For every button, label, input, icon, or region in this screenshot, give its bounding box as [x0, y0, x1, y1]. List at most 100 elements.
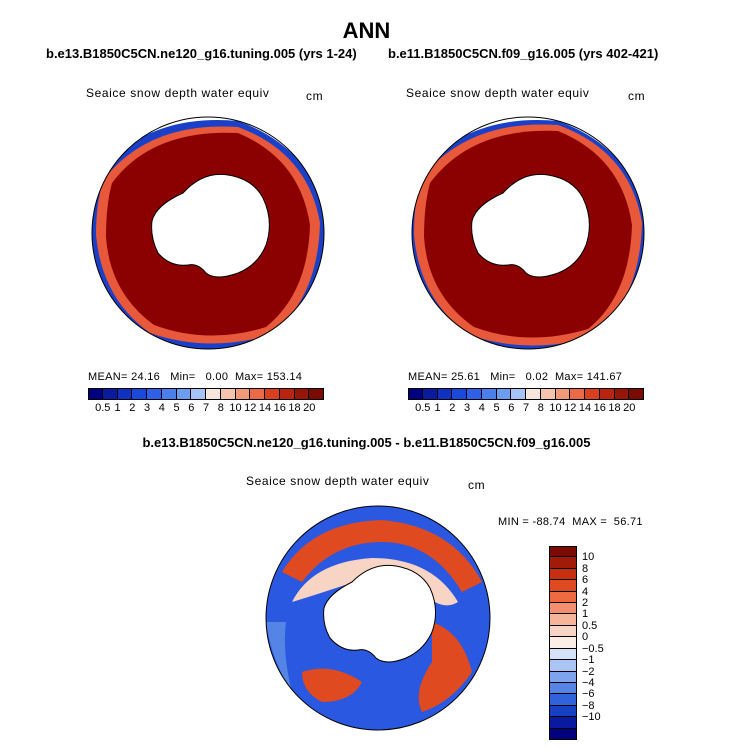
diff-min-label: MIN = — [498, 516, 530, 528]
diff-title: b.e13.B1850C5CN.ne120_g16.tuning.005 - b… — [142, 435, 591, 450]
panel-1-colorbar-tick-label: 12 — [244, 402, 257, 414]
diff-colorbar-tick-label: −4 — [582, 676, 595, 689]
diff-colorbar-tick-label: −10 — [582, 711, 601, 724]
diff-colorbar-swatch — [549, 580, 577, 592]
panel-2-colorbar-tick-label: 10 — [549, 402, 562, 414]
panel-2-colorbar-labels: 0.5 1 2 3 4 5 6 7 8 10 12 14 16 18 20 — [408, 402, 644, 416]
panel-2-colorbar-swatch — [585, 388, 600, 400]
panel-1-colorbar-swatch — [235, 388, 251, 400]
panel-1-colorbar-tick-label: 3 — [143, 402, 151, 414]
diff-units-label: cm — [468, 478, 486, 492]
diff-colorbar-swatch — [549, 603, 577, 615]
panel-2-mean-value: 25.61 — [451, 371, 481, 383]
panel-1-mean-label: MEAN= — [88, 371, 128, 383]
panel-2-colorbar-tick-label: 2 — [449, 402, 456, 414]
diff-max-value: 56.71 — [613, 516, 643, 528]
panel-2-colorbar-swatch — [614, 388, 630, 400]
diff-max-label: MAX = — [572, 516, 608, 528]
panel-2-max-value: 141.67 — [586, 371, 623, 383]
panel-1-colorbar-tick-label: 2 — [129, 402, 136, 414]
panel-1-case-title: b.e13.B1850C5CN.ne120_g16.tuning.005 (yr… — [46, 46, 357, 61]
panel-1-colorbar-swatch — [132, 388, 147, 400]
diff-colorbar-tick-label: 0.5 — [582, 619, 598, 632]
diff-colorbar-swatch — [549, 694, 577, 706]
panel-2-colorbar-tick-label: 7 — [522, 402, 530, 414]
panel-1-colorbar-tick-label: 1 — [114, 402, 121, 414]
diff-colorbar-swatch — [549, 660, 577, 672]
panel-2-colorbar-swatch — [511, 388, 526, 400]
panel-1-colorbar-swatch — [88, 388, 103, 400]
panel-2-colorbar-swatch — [467, 388, 482, 400]
panel-2-colorbar-tick-label: 4 — [478, 402, 485, 414]
diff-colorbar-tick-label: 8 — [582, 562, 589, 575]
diff-colorbar-labels: 10 8 6 4 2 1 0.5 0 −0.5 −1 −2 −4 −6 −8 −10 — [582, 546, 632, 740]
diff-colorbar-swatch — [549, 614, 577, 626]
panel-2-colorbar-tick-label: 12 — [564, 402, 577, 414]
diff-stats: MIN = -88.74 MAX = 56.71 — [498, 516, 643, 528]
panel-1-colorbar-swatch — [206, 388, 221, 400]
diff-colorbar-tick-label: −2 — [582, 665, 595, 678]
diff-colorbar-swatch — [549, 557, 577, 569]
diff-colorbar-swatch — [549, 648, 577, 661]
panel-2-colorbar-tick-label: 8 — [537, 402, 544, 414]
diff-colorbar-tick-label: 0 — [582, 631, 589, 644]
diff-colorbar-tick-label: 4 — [582, 585, 589, 598]
panel-2-min-label: Min= — [490, 371, 516, 383]
panel-2-variable-label: Seaice snow depth water equiv — [406, 86, 590, 100]
panel-1-max-value: 153.14 — [266, 371, 303, 383]
diff-map — [265, 505, 491, 731]
diff-colorbar-swatch — [549, 671, 577, 683]
panel-1-colorbar-tick-label: 10 — [229, 402, 242, 414]
panel-1-colorbar-tick-label: 14 — [258, 402, 272, 414]
panel-2-colorbar-swatch — [408, 388, 423, 400]
diff-colorbar-tick-label: 6 — [582, 574, 589, 587]
diff-colorbar-swatch — [549, 682, 577, 695]
panel-2-max-label: Max= — [554, 371, 584, 383]
panel-1-colorbar-swatch — [176, 388, 192, 400]
panel-1-min-label: Min= — [170, 371, 196, 383]
panel-2-map — [411, 116, 645, 350]
panel-1-min-value: 0.00 — [205, 371, 229, 383]
diff-colorbar-tick-label: −6 — [582, 688, 595, 701]
panel-1-colorbar-tick-label: 20 — [303, 402, 316, 414]
panel-2-min-value: 0.02 — [525, 371, 549, 383]
diff-colorbar-swatch — [549, 705, 577, 718]
panel-2-colorbar-swatch — [599, 388, 615, 400]
diff-colorbar-tick-label: 10 — [582, 551, 595, 564]
panel-2-colorbar-swatch — [629, 388, 644, 400]
diff-colorbar-swatch — [549, 637, 577, 649]
diff-colorbar-tick-label: 2 — [582, 597, 589, 610]
panel-1-colorbar-swatch — [250, 388, 265, 400]
panel-2-colorbar-swatch — [496, 388, 512, 400]
diff-colorbar-tick-label: −8 — [582, 699, 595, 712]
panel-2-stats: MEAN= 25.61 Min= 0.02 Max= 141.67 — [408, 371, 622, 383]
panel-1-colorbar-swatch — [191, 388, 206, 400]
panel-1-colorbar-swatch — [102, 388, 118, 400]
panel-1-variable-label: Seaice snow depth water equiv — [86, 86, 270, 100]
panel-2-colorbar-swatch — [481, 388, 497, 400]
diff-colorbar-swatch — [549, 717, 577, 729]
diff-colorbar-swatch — [549, 546, 577, 558]
panel-2-colorbar-swatch — [526, 388, 541, 400]
panel-2-colorbar-tick-label: 16 — [593, 402, 606, 414]
panel-1-colorbar-tick-label: 0.5 — [95, 402, 111, 414]
panel-1-colorbar-swatch — [220, 388, 236, 400]
panel-1-units-label: cm — [306, 89, 324, 103]
panel-2-colorbar — [408, 388, 644, 400]
panel-1-colorbar-swatch — [117, 388, 133, 400]
panel-1-colorbar-swatch — [294, 388, 310, 400]
panel-1-colorbar-tick-label: 16 — [273, 402, 286, 414]
diff-colorbar-swatch — [549, 568, 577, 581]
panel-1-map — [91, 116, 325, 350]
diff-colorbar-tick-label: 1 — [582, 608, 589, 621]
panel-1-colorbar-tick-label: 4 — [158, 402, 165, 414]
panel-2-colorbar-tick-label: 6 — [508, 402, 515, 414]
diff-colorbar-swatch — [549, 728, 577, 740]
panel-2-colorbar-tick-label: 20 — [623, 402, 636, 414]
panel-2-colorbar-swatch — [540, 388, 556, 400]
page-title: ANN — [342, 18, 391, 43]
panel-2-colorbar-swatch — [570, 388, 585, 400]
panel-2-colorbar-tick-label: 1 — [434, 402, 441, 414]
panel-1-colorbar-tick-label: 18 — [288, 402, 301, 414]
panel-2-colorbar-tick-label: 5 — [493, 402, 500, 414]
